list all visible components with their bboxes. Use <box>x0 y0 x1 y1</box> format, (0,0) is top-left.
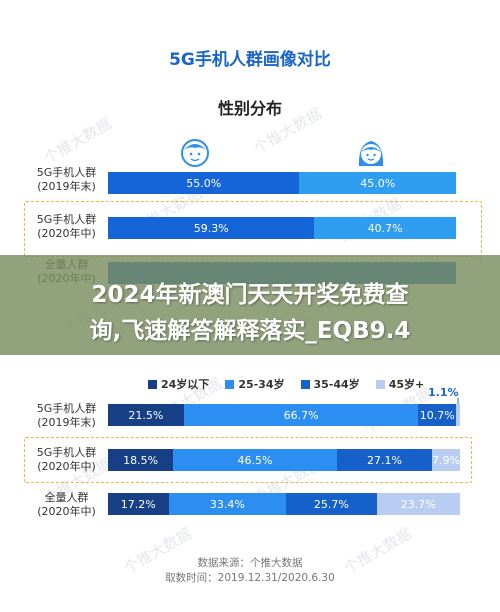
chart-title: 5G手机人群画像对比 <box>169 50 331 70</box>
legend-item: 24岁以下 <box>148 376 209 392</box>
banner-line-1: 2024年新澳门天天开奖免费查 <box>91 282 409 308</box>
male-face-icon <box>181 139 209 167</box>
legend-item: 25-34岁 <box>225 376 285 392</box>
data-period: 取数时间：2019.12.31/2020.6.30 <box>165 572 335 584</box>
age-bar-value-label: 27.1% <box>367 453 402 467</box>
legend-swatch <box>225 379 235 389</box>
gender-bar-segment: 40.7% <box>314 217 456 239</box>
age-bar-segment: 25.7% <box>286 493 377 515</box>
age-bar-segment: 10.7% <box>418 404 457 426</box>
gender-bar-value-label: 45.0% <box>360 176 396 190</box>
age-bar-segment: 46.5% <box>173 449 337 471</box>
legend-swatch <box>148 379 157 389</box>
age-row-label-2020: 5G手机人群 (2020年中) <box>36 446 97 473</box>
chart-subtitle: 性别分布 <box>217 99 282 118</box>
legend-item: 45岁+ <box>375 376 424 392</box>
age-bar-value-label: 46.5% <box>237 453 273 467</box>
age-bar-segment: 33.4% <box>168 493 287 515</box>
age-bar-value-label: 66.7% <box>283 408 319 422</box>
gender-bar-segment: 59.3% <box>108 217 315 239</box>
age-bar-segment: 7.9% <box>432 449 460 471</box>
age-bar-value-label: 17.2% <box>120 497 156 511</box>
female-face-icon <box>358 141 384 166</box>
legend-swatch <box>375 379 385 389</box>
age-bar-value-label: 10.7% <box>419 408 455 422</box>
age-bar-segment: 18.5% <box>108 449 174 471</box>
gender-row-label-2020: 5G手机人群 (2020年中) <box>36 213 97 240</box>
age-label-small-value: 1.1% <box>428 386 459 399</box>
age-bar-segment: 21.5% <box>108 404 184 426</box>
age-bar-value-label: 25.7% <box>313 497 349 511</box>
gender-row-label-2019: 5G手机人群 (2019年末) <box>36 166 97 193</box>
age-bar-value-label: 21.5% <box>128 408 164 422</box>
age-bar-value-label: 7.9% <box>432 453 461 467</box>
data-source: 数据来源：个推大数据 <box>197 557 303 569</box>
highlight-box-age <box>24 437 472 483</box>
age-legend: 24岁以下 25-34岁 35-44岁 45岁+ <box>148 376 424 392</box>
gender-bar-segment: 45.0% <box>299 172 456 194</box>
age-bar-value-label: 33.4% <box>209 497 245 511</box>
legend-item: 35-44岁 <box>300 376 360 392</box>
banner-line-2: 询,飞速解答解释落实_EQB9.4 <box>89 318 411 344</box>
gender-bar-segment: 55.0% <box>108 172 300 194</box>
age-bar-segment: 66.7% <box>183 404 419 426</box>
age-row-label-all: 全量人群 (2020年中) <box>37 491 96 518</box>
watermark-text: 个推大数据 <box>40 114 115 168</box>
legend-swatch <box>300 379 310 389</box>
age-bar-segment: 17.2% <box>108 493 169 515</box>
age-bar-value-label: 23.7% <box>400 497 436 511</box>
age-bar-segment: 27.1% <box>336 449 433 471</box>
headline-banner: 2024年新澳门天天开奖免费查 询,飞速解答解释落实_EQB9.4 <box>0 255 500 355</box>
age-bar-value-label: 18.5% <box>123 453 159 467</box>
gender-bar-value-label: 55.0% <box>186 176 222 190</box>
age-bar-segment: 23.7% <box>376 493 460 515</box>
gender-bar-value-label: 59.3% <box>193 221 229 235</box>
age-row-label-2019: 5G手机人群 (2019年末) <box>36 402 97 429</box>
age-bar-segment <box>456 404 460 426</box>
gender-bar-value-label: 40.7% <box>367 221 403 235</box>
